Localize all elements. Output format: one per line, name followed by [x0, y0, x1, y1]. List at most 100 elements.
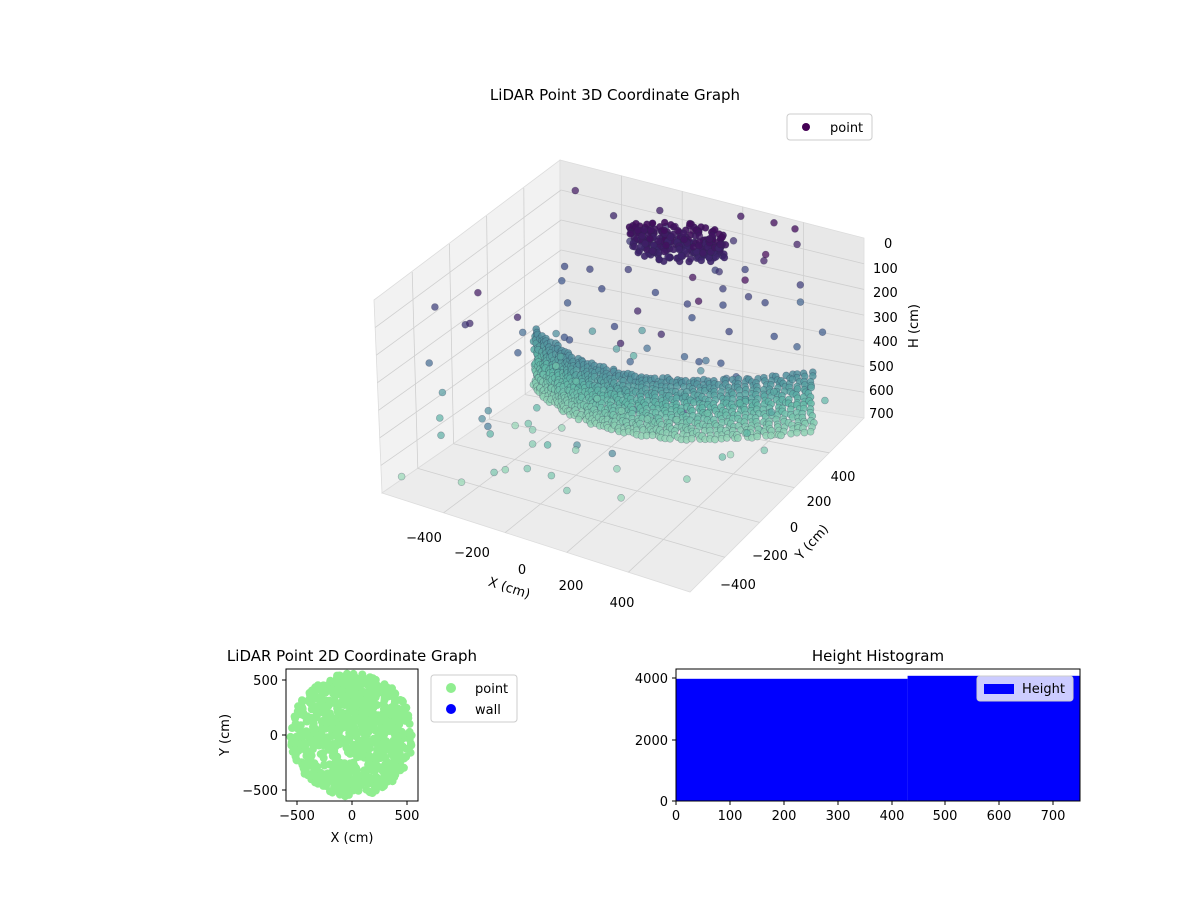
height-histogram: Height Histogram 0 100 200 300 400 500 6…: [635, 647, 1081, 824]
z-tick-label: 400: [873, 335, 898, 350]
data-point: [305, 688, 314, 697]
legend-3d-frame: [786, 113, 873, 141]
plot-frame-hist: [675, 668, 1081, 802]
data-point: [608, 449, 617, 458]
data-point: [741, 265, 749, 274]
data-point: [309, 724, 318, 733]
x-tick-label: 300: [826, 809, 851, 824]
data-point: [381, 746, 390, 755]
data-point: [626, 230, 635, 238]
data-point: [686, 219, 694, 228]
data-point: [688, 273, 697, 282]
data-point: [796, 298, 805, 306]
data-point: [437, 431, 445, 440]
data-point: [718, 233, 727, 242]
data-point: [552, 329, 560, 338]
x-tick-label: −500: [279, 809, 315, 824]
data-point: [369, 721, 378, 730]
data-point: [640, 226, 649, 234]
chart-2d-title: LiDAR Point 2D Coordinate Graph: [227, 647, 477, 665]
z-axis-3d-ticks: 0 100 200 300 400 500 600 700: [869, 237, 898, 422]
data-point: [392, 696, 401, 705]
data-point: [381, 716, 390, 725]
x-tick-label: 200: [772, 809, 797, 824]
data-point: [660, 218, 669, 227]
data-point: [694, 241, 703, 250]
data-point: [729, 237, 738, 245]
x-tick-label: 100: [718, 809, 743, 824]
data-point: [655, 206, 664, 215]
y-tick-label: 4000: [635, 672, 668, 687]
point-cloud-3d: [397, 186, 829, 502]
data-point: [556, 352, 565, 361]
data-point: [666, 434, 674, 443]
grid-line: [380, 339, 562, 466]
data-point: [634, 248, 643, 257]
legend-hist: Height: [976, 675, 1074, 702]
data-point: [680, 235, 689, 244]
data-point: [675, 245, 683, 254]
z-tick-label: 700: [869, 407, 894, 422]
data-point: [364, 751, 373, 760]
legend-hist-swatch: [984, 684, 1014, 694]
legend-3d-label: point: [830, 121, 863, 136]
data-point: [648, 431, 657, 440]
data-point: [552, 362, 560, 370]
data-point: [360, 729, 369, 738]
data-point: [818, 328, 827, 337]
data-point: [330, 779, 339, 788]
histogram-bar: [676, 678, 908, 801]
data-point: [788, 375, 797, 384]
y-tick-label: 0: [270, 729, 278, 744]
x-tick-label: 600: [987, 809, 1012, 824]
legend-2d: point wall: [430, 674, 518, 723]
data-point: [342, 719, 351, 728]
chart-3d: LiDAR Point 3D Coordinate Graph −400 −20…: [373, 86, 922, 611]
y-axis-2d-label: Y (cm): [218, 714, 233, 757]
data-point: [391, 762, 400, 771]
legend-wall-marker: [446, 704, 456, 714]
hist-ticks: [672, 677, 1054, 805]
data-point: [744, 292, 753, 301]
data-point: [716, 240, 725, 249]
data-point: [375, 718, 384, 726]
z-tick-label: 100: [873, 262, 898, 277]
grid-line: [560, 279, 865, 342]
x-tick-label: 200: [559, 579, 584, 594]
data-point: [290, 712, 299, 721]
data-point: [340, 701, 349, 709]
data-point: [330, 695, 339, 704]
scatter-2d-points: [286, 669, 416, 801]
data-point: [333, 685, 342, 694]
data-point: [557, 276, 566, 285]
data-point: [686, 254, 695, 263]
data-point: [719, 301, 727, 309]
data-point: [770, 332, 779, 341]
y-tick-label: −200: [752, 549, 788, 564]
data-point: [793, 342, 801, 351]
data-point: [366, 787, 375, 796]
grid-line: [377, 249, 562, 384]
data-point: [299, 740, 308, 749]
data-point: [543, 441, 552, 449]
data-point: [345, 746, 354, 755]
data-point: [290, 745, 299, 754]
data-point: [717, 359, 725, 368]
data-point: [356, 742, 365, 751]
data-point: [332, 752, 341, 761]
data-point: [796, 281, 805, 289]
data-point: [677, 251, 686, 260]
data-point: [511, 421, 520, 430]
data-point: [302, 717, 311, 726]
data-point: [397, 472, 406, 481]
data-point: [349, 786, 358, 795]
grid-line: [560, 189, 865, 265]
data-point: [395, 750, 404, 758]
data-point: [723, 434, 731, 442]
data-point: [335, 671, 344, 680]
data-point: [725, 327, 733, 336]
data-point: [339, 776, 348, 785]
data-point: [425, 359, 434, 367]
data-point: [376, 754, 385, 762]
data-point: [328, 724, 337, 733]
